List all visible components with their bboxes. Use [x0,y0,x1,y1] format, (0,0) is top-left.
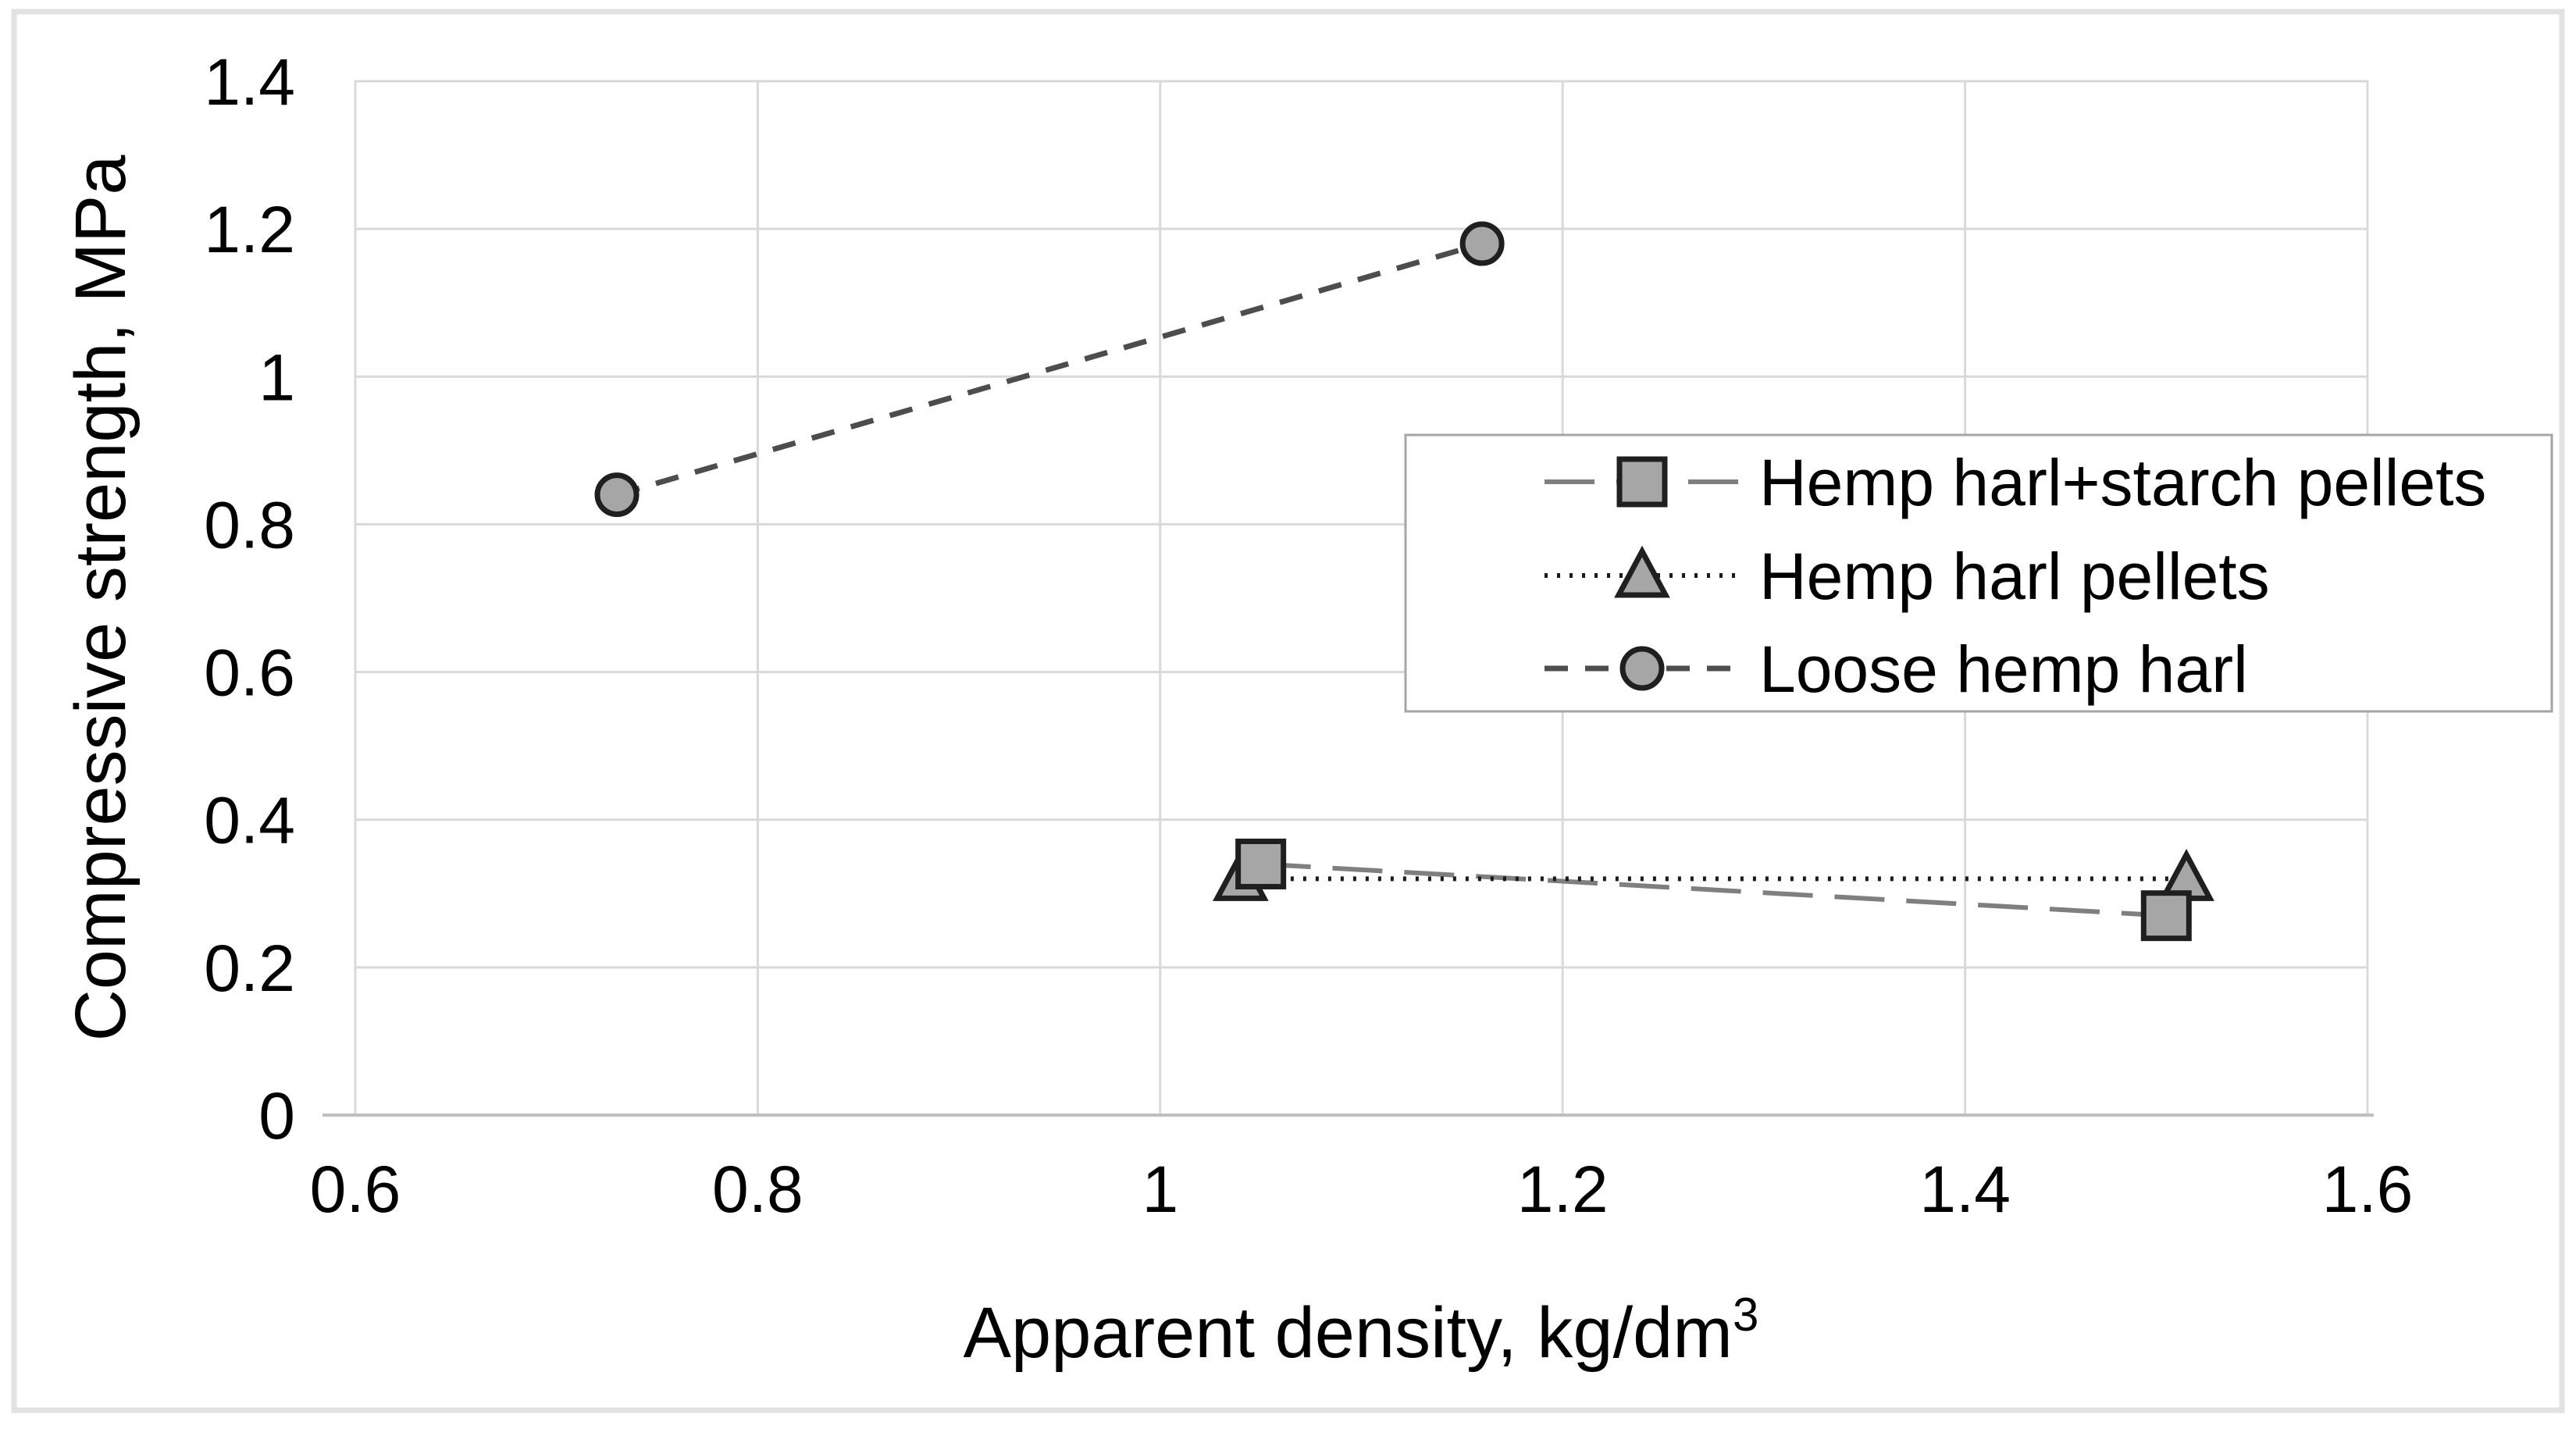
x-tick-label-1: 1 [1142,1153,1178,1226]
marker-circle-loose-hemp-harl [594,472,640,518]
legend-marker-square [1616,456,1668,508]
x-tick-label-1.6: 1.6 [2322,1153,2414,1226]
y-tick-label-1.4: 1.4 [204,45,295,119]
figure-border [11,9,2565,1413]
legend-label-hemp-harl-pellets: Hemp harl pellets [1759,540,2270,613]
marker-square-hemp-harl-starch-pellets [1235,838,1287,889]
x-tick-label-0.6: 0.6 [310,1153,401,1226]
y-axis-title: Compressive strength, MPa [61,155,141,1042]
legend-item-hemp-harl-pellets: Hemp harl pellets [1545,540,2270,613]
x-tick-label-1.2: 1.2 [1517,1153,1609,1226]
x-axis-title-superscript: 3 [1733,1288,1758,1341]
y-tick-label-1.2: 1.2 [204,193,295,266]
x-axis-title: Apparent density, kg/dm3 [964,1288,1759,1373]
y-tick-label-1: 1 [258,340,295,414]
y-tick-label-0: 0 [258,1079,295,1153]
legend-label-hemp-harl-starch-pellets: Hemp harl+starch pellets [1759,446,2486,519]
legend-box [1404,433,2553,713]
y-tick-label-0.4: 0.4 [204,784,295,857]
series-line-loose-hemp-harl [616,241,1484,497]
legend-item-hemp-harl-starch-pellets: Hemp harl+starch pellets [1545,446,2486,519]
marker-circle-loose-hemp-harl [1459,221,1505,266]
legend-marker-triangle [1614,545,1670,598]
y-tick-label-0.2: 0.2 [204,932,295,1005]
legend-label-loose-hemp-harl: Loose hemp harl [1759,633,2248,706]
marker-square-hemp-harl-starch-pellets [2140,890,2192,942]
y-tick-label-0.6: 0.6 [204,636,295,710]
x-axis-title-text: Apparent density, kg/dm [964,1293,1733,1373]
y-tick-label-0.8: 0.8 [204,488,295,561]
x-tick-label-0.8: 0.8 [712,1153,803,1226]
series-line-hemp-harl-starch-pellets [1260,861,2167,918]
x-tick-label-1.4: 1.4 [1919,1153,2011,1226]
legend-item-loose-hemp-harl: Loose hemp harl [1545,633,2248,706]
legend-marker-circle [1619,646,1665,691]
